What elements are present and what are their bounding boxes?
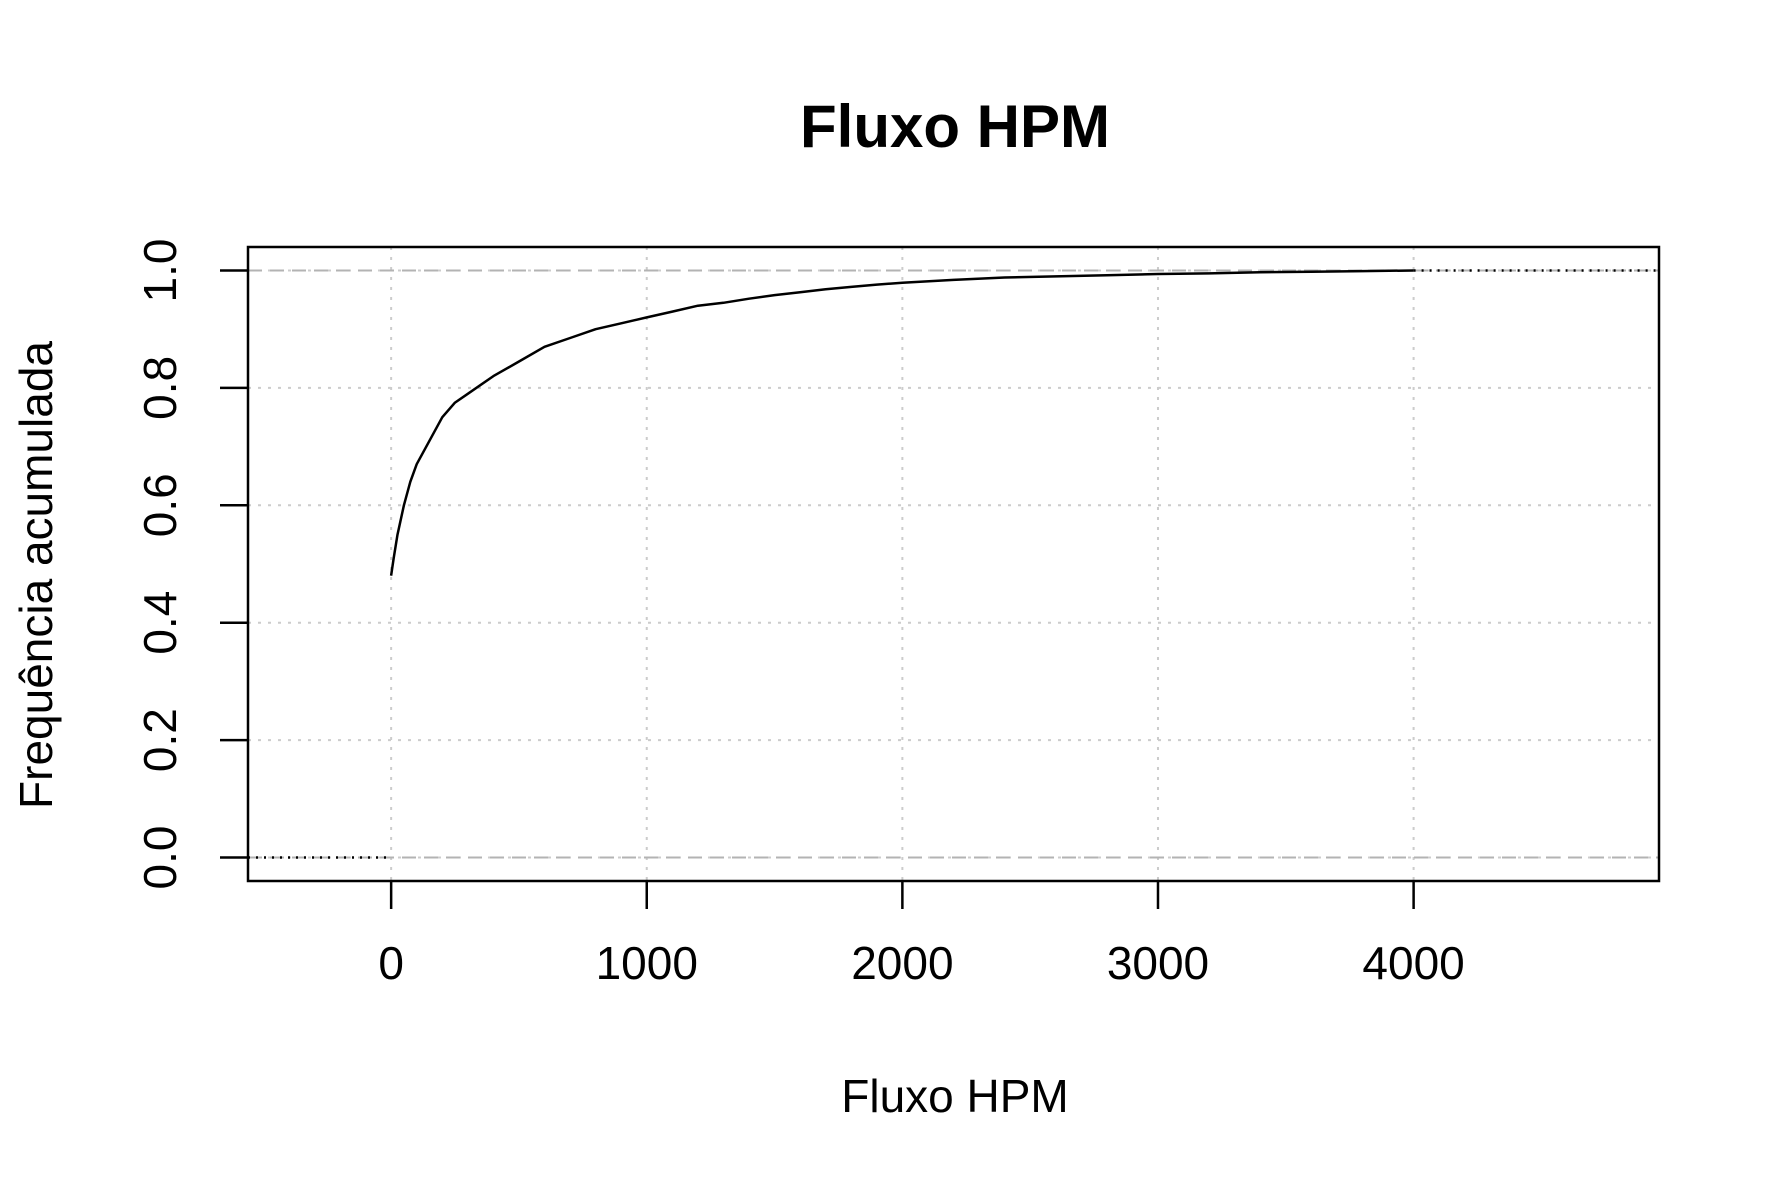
ecdf-series-line [389, 269, 1414, 576]
y-tick-label: 0.4 [134, 591, 186, 655]
x-axis-label: Fluxo HPM [841, 1070, 1068, 1122]
axes: 0 1000 2000 3000 4000 0.0 0.2 0.4 0.6 0.8 1.0 [134, 239, 1465, 989]
y-tick-label: 0.0 [134, 826, 186, 890]
y-tick-label: 1.0 [134, 239, 186, 303]
x-tick-label: 4000 [1362, 937, 1464, 989]
chart-title: Fluxo HPM [800, 93, 1110, 160]
x-tick-label: 2000 [851, 937, 953, 989]
y-axis-label: Frequência acumulada [10, 341, 62, 809]
data-layer [248, 269, 1659, 859]
y-tick-label: 0.2 [134, 708, 186, 772]
x-tick-label: 3000 [1107, 937, 1209, 989]
y-tick-label: 0.6 [134, 473, 186, 537]
reference-lines [248, 269, 1659, 859]
x-tick-label: 0 [378, 937, 404, 989]
plot-frame [246, 245, 1661, 883]
x-tick-label: 1000 [596, 937, 698, 989]
y-tick-label: 0.8 [134, 356, 186, 420]
